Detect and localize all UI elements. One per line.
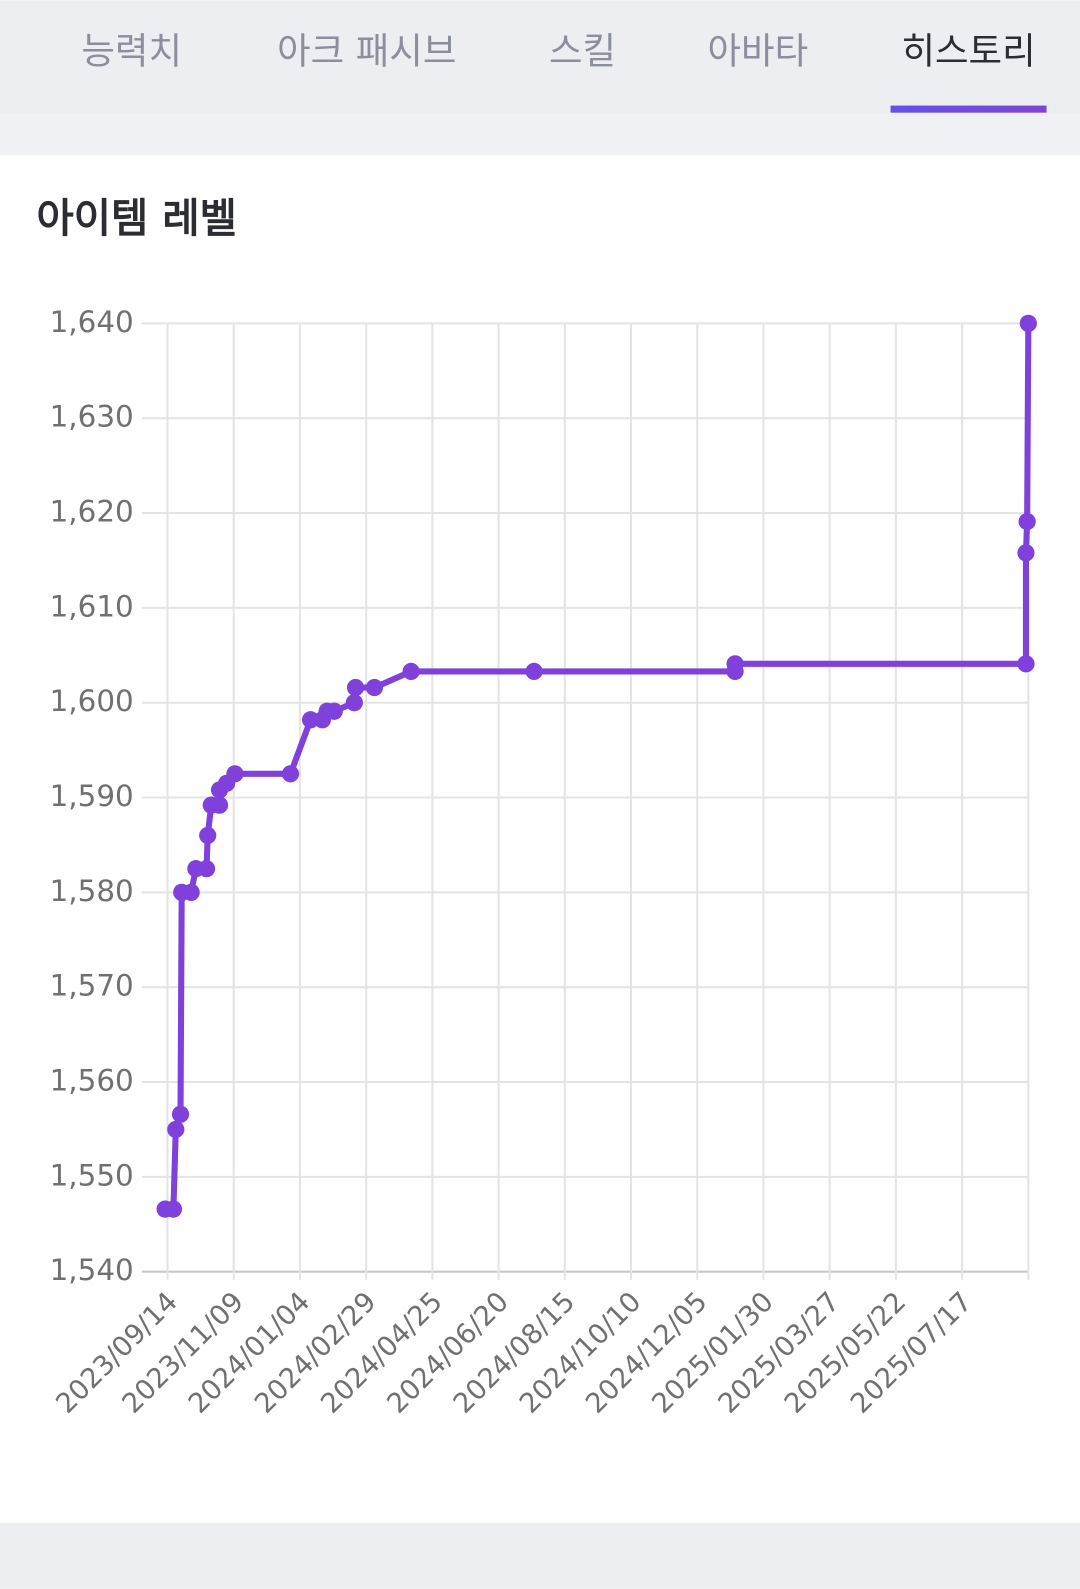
chart-title: 아이템 레벨 bbox=[36, 194, 236, 242]
point bbox=[210, 796, 229, 814]
point bbox=[164, 1200, 183, 1218]
y-tick-label: 1,630 bbox=[50, 400, 134, 434]
point bbox=[281, 765, 300, 783]
point bbox=[345, 694, 363, 712]
tab[interactable]: 능력치 bbox=[81, 29, 182, 72]
point bbox=[1018, 512, 1036, 531]
tab[interactable]: 스킬 bbox=[549, 29, 616, 72]
point bbox=[199, 826, 217, 845]
y-tick-label: 1,580 bbox=[50, 874, 134, 908]
point bbox=[182, 883, 200, 901]
y-tick-label: 1,600 bbox=[50, 684, 134, 718]
line bbox=[165, 323, 1032, 1213]
y-tick-label: 1,590 bbox=[50, 779, 134, 813]
point bbox=[365, 678, 384, 697]
point bbox=[726, 655, 744, 673]
point bbox=[1019, 314, 1037, 333]
tab-underline bbox=[890, 105, 1047, 113]
point bbox=[301, 711, 320, 729]
point bbox=[197, 860, 216, 878]
point bbox=[167, 1120, 185, 1139]
y-tick-label: 1,560 bbox=[50, 1064, 134, 1098]
y-tick-label: 1,570 bbox=[50, 969, 134, 1003]
point bbox=[525, 662, 543, 681]
point bbox=[226, 765, 244, 783]
spacer bbox=[0, 113, 1080, 156]
point bbox=[171, 1105, 190, 1123]
point bbox=[402, 662, 420, 681]
point bbox=[1017, 544, 1035, 562]
y-tick-label: 1,640 bbox=[50, 305, 134, 339]
y-tick-label: 1,620 bbox=[50, 495, 134, 529]
y-tick-label: 1,540 bbox=[50, 1253, 134, 1287]
footer-strip bbox=[0, 1522, 1080, 1589]
y-tick-label: 1,550 bbox=[50, 1158, 134, 1192]
tab[interactable]: 히스토리 bbox=[901, 29, 1035, 72]
tab[interactable]: 아크 패시브 bbox=[277, 29, 456, 72]
point bbox=[346, 678, 365, 697]
y-tick-label: 1,610 bbox=[50, 589, 134, 623]
tab-bar bbox=[0, 0, 1080, 114]
point bbox=[1017, 655, 1035, 673]
point bbox=[325, 702, 343, 720]
tab[interactable]: 아바타 bbox=[707, 29, 808, 72]
